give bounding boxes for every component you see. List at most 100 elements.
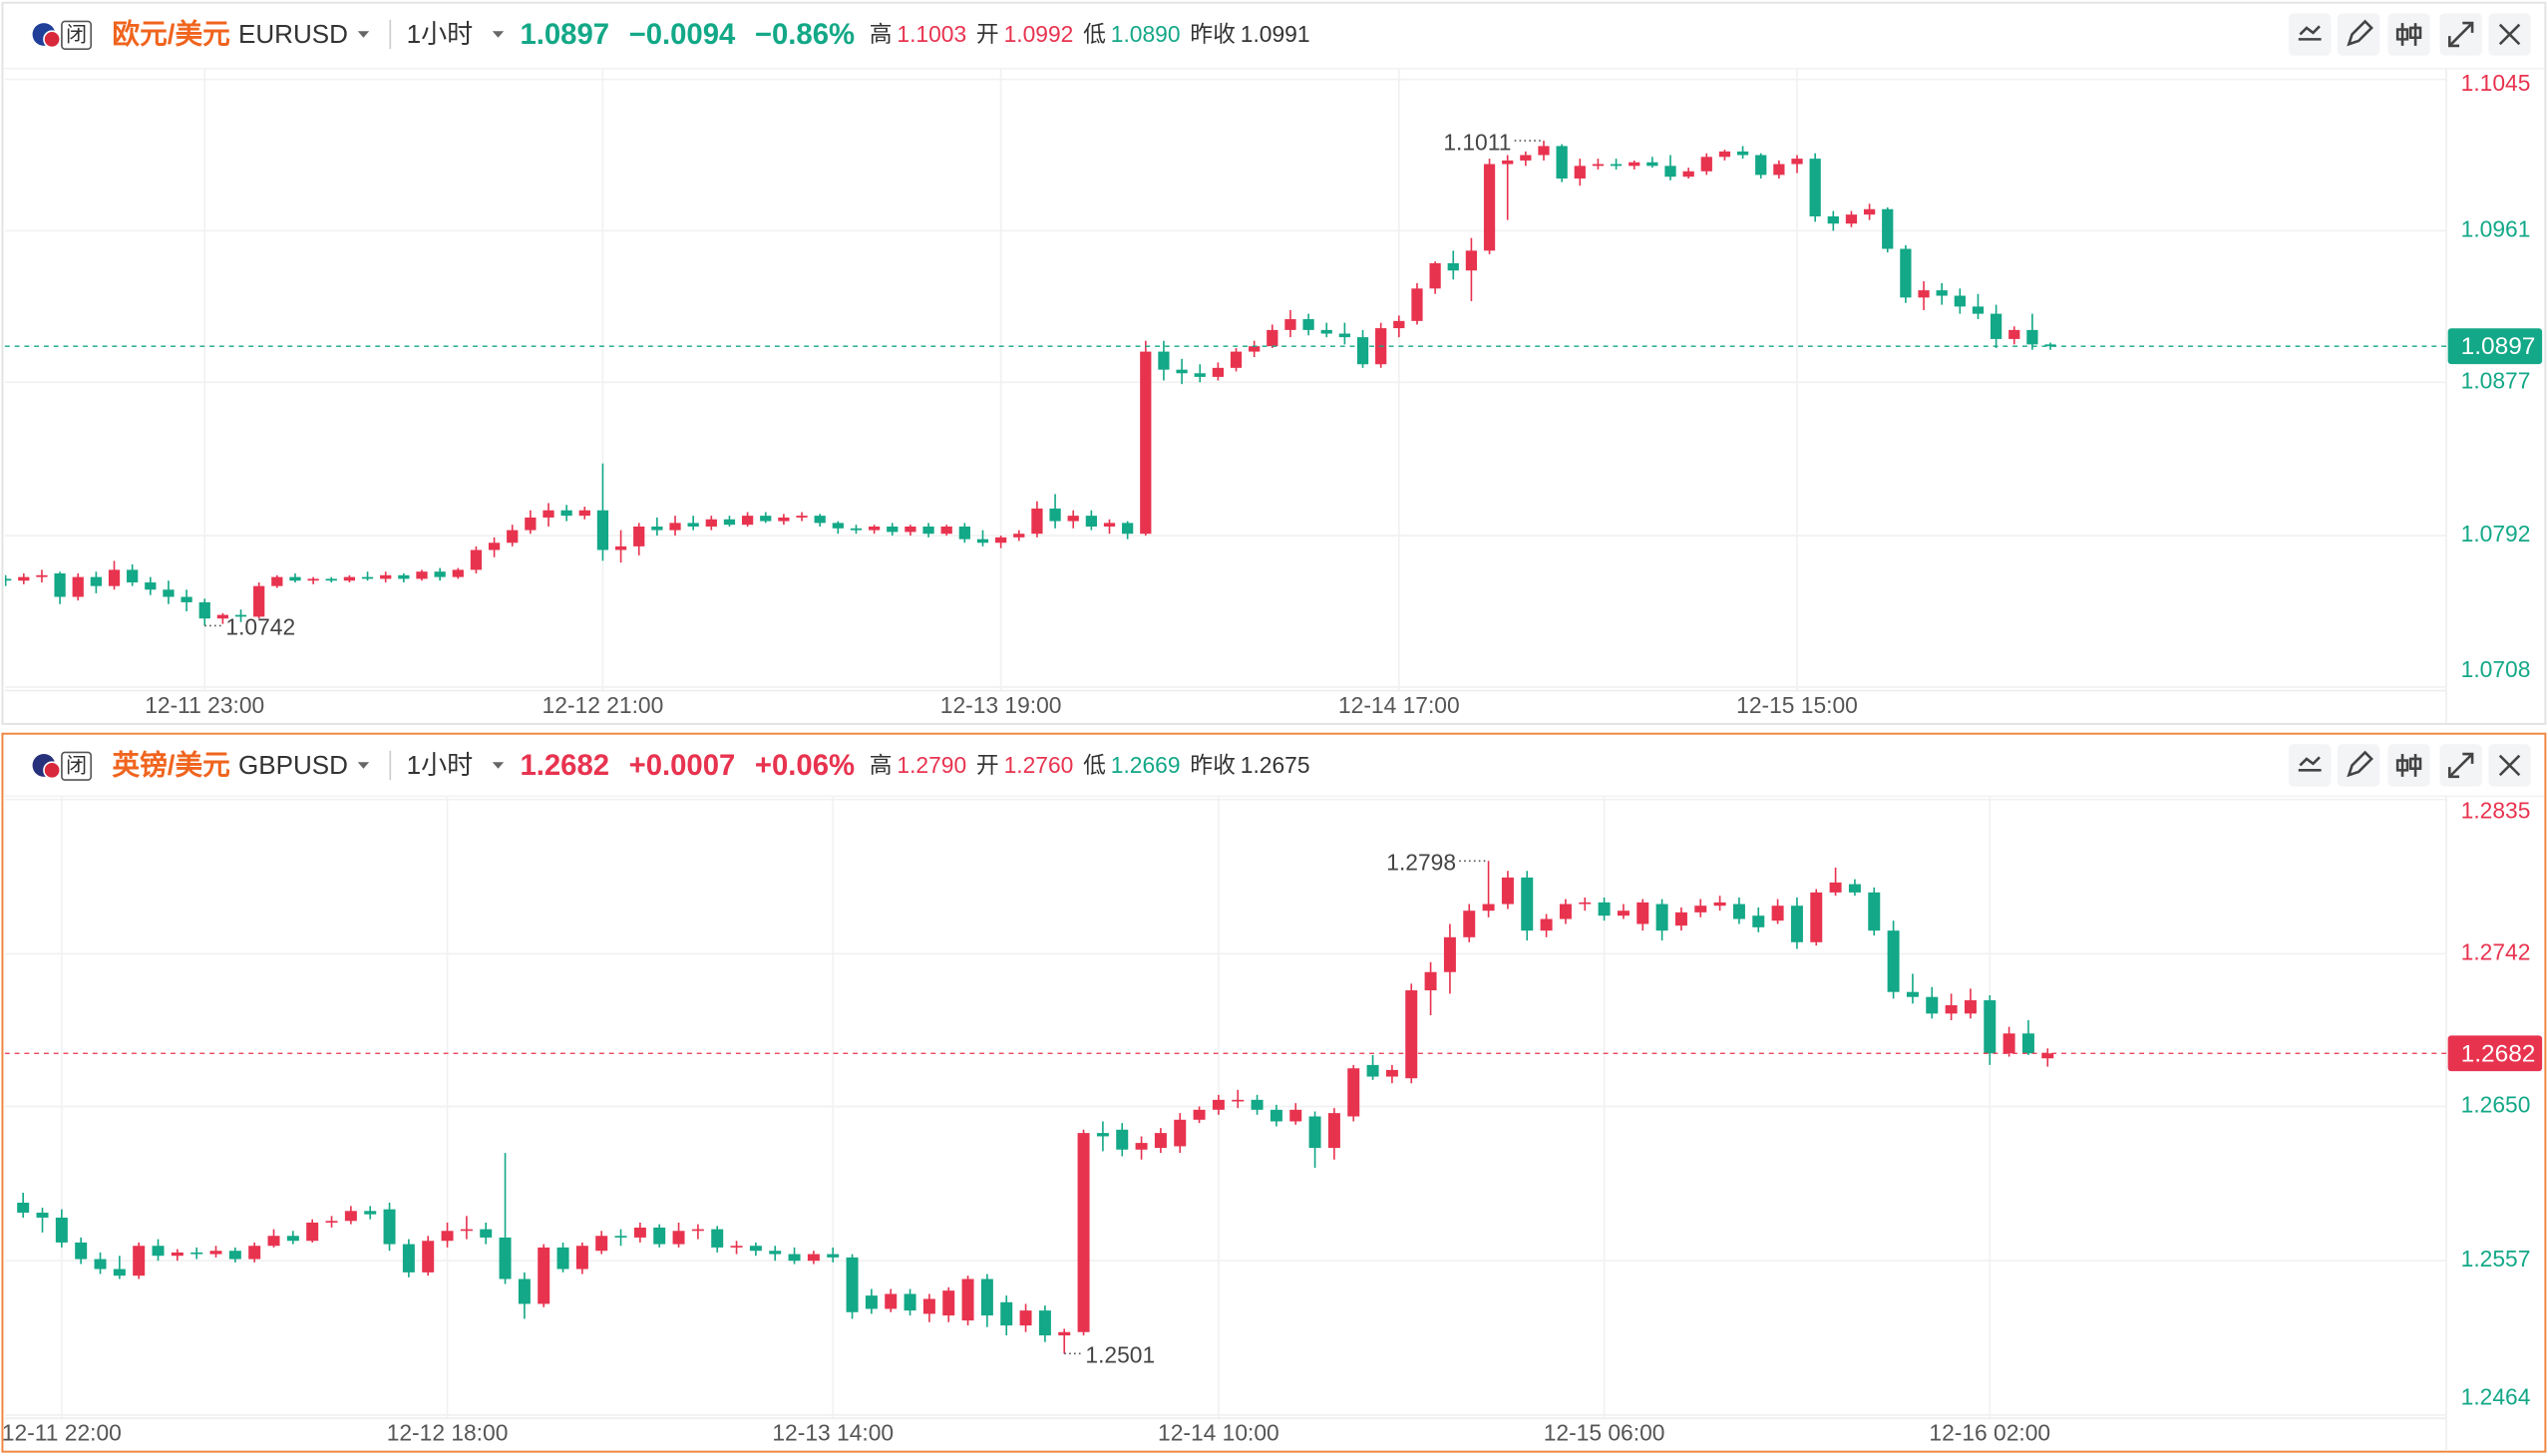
candle-body bbox=[711, 1229, 724, 1248]
toolbar-icon[interactable] bbox=[2347, 750, 2373, 778]
candle-body bbox=[796, 516, 808, 518]
candle-body bbox=[687, 523, 699, 527]
toolbar-button[interactable] bbox=[2387, 13, 2430, 56]
candle-body bbox=[1984, 1000, 1997, 1054]
toolbar-icon[interactable] bbox=[2498, 754, 2521, 777]
candle-body bbox=[976, 539, 989, 544]
toolbar-button[interactable] bbox=[2289, 13, 2332, 56]
candle-body bbox=[1718, 151, 1731, 158]
candle-body bbox=[398, 574, 410, 579]
candle-body bbox=[1154, 1133, 1167, 1149]
candle-body bbox=[1646, 162, 1658, 167]
candle-body bbox=[614, 546, 627, 550]
candle-body bbox=[113, 1269, 126, 1276]
interval[interactable]: 1小时 bbox=[407, 19, 474, 49]
candle-body bbox=[1443, 936, 1456, 972]
candle-body bbox=[1465, 250, 1478, 271]
candle-body bbox=[940, 526, 952, 535]
candle-body bbox=[1954, 295, 1966, 307]
candle-body bbox=[1158, 351, 1170, 370]
candle-body bbox=[633, 1227, 646, 1238]
candle-body bbox=[575, 1246, 588, 1270]
toolbar-button[interactable] bbox=[2387, 744, 2430, 787]
toolbar-button[interactable] bbox=[2337, 13, 2380, 56]
candle-body bbox=[228, 1251, 241, 1260]
candle-body bbox=[383, 1209, 396, 1245]
stat-value: 1.0991 bbox=[1241, 21, 1310, 47]
x-tick-label: 12-11 23:00 bbox=[145, 692, 264, 718]
candle-body bbox=[1945, 1005, 1958, 1014]
candle-body bbox=[672, 1231, 685, 1245]
candle-body bbox=[1990, 313, 2002, 339]
candle-body bbox=[778, 517, 790, 522]
stat-name: 低 bbox=[1083, 752, 1106, 778]
toolbar-icon[interactable] bbox=[2395, 23, 2422, 46]
interval-dropdown[interactable] bbox=[492, 762, 505, 769]
toolbar-icon[interactable] bbox=[2395, 754, 2422, 777]
candle-body bbox=[36, 1212, 49, 1218]
candle-body bbox=[633, 526, 645, 546]
stat-name: 开 bbox=[976, 21, 999, 47]
candle-body bbox=[1463, 910, 1476, 937]
symbol-dropdown[interactable] bbox=[357, 762, 370, 769]
candle-body bbox=[1116, 1129, 1129, 1150]
stat-name: 低 bbox=[1083, 21, 1106, 47]
candle-body bbox=[307, 578, 319, 581]
y-tick-label: 1.0792 bbox=[2461, 521, 2531, 546]
candle-body bbox=[980, 1278, 993, 1316]
interval[interactable]: 1小时 bbox=[407, 750, 474, 780]
candle-body bbox=[1019, 1310, 1032, 1326]
candle-body bbox=[1637, 902, 1649, 924]
candle-body bbox=[18, 576, 30, 581]
stat-value: 1.2760 bbox=[1004, 752, 1074, 778]
toolbar-icon[interactable] bbox=[2298, 756, 2322, 772]
toolbar-button[interactable] bbox=[2337, 744, 2380, 787]
toolbar-icon[interactable] bbox=[2347, 19, 2373, 47]
flag-icon-overlay bbox=[43, 761, 62, 780]
candle-body bbox=[922, 1298, 935, 1314]
x-tick-label: 12-14 17:00 bbox=[1338, 692, 1460, 718]
candle-body bbox=[705, 519, 717, 527]
symbol-dropdown[interactable] bbox=[357, 31, 370, 38]
min-label: 1.2501 bbox=[1085, 1342, 1155, 1368]
interval-dropdown[interactable] bbox=[492, 31, 505, 38]
toolbar-icon[interactable] bbox=[2298, 25, 2322, 41]
candle-body bbox=[1096, 1133, 1109, 1137]
candle-body bbox=[1483, 164, 1496, 251]
toolbar-button[interactable] bbox=[2289, 744, 2332, 787]
candle-body bbox=[253, 585, 265, 617]
candle-body bbox=[887, 526, 899, 533]
candle-body bbox=[1845, 214, 1858, 224]
candle-body bbox=[1356, 337, 1369, 365]
x-tick-label: 12-13 19:00 bbox=[940, 692, 1062, 718]
candle-body bbox=[691, 1229, 704, 1232]
candle-body bbox=[1694, 906, 1707, 912]
toolbar-icon[interactable] bbox=[2447, 752, 2474, 779]
candle-body bbox=[1270, 1109, 1282, 1122]
candle-body bbox=[1863, 208, 1876, 215]
candle-body bbox=[850, 528, 863, 531]
candle-body bbox=[1773, 164, 1785, 176]
candle-body bbox=[181, 596, 192, 602]
toolbar-icon[interactable] bbox=[2498, 23, 2521, 46]
candle-body bbox=[958, 526, 970, 540]
candle-body bbox=[55, 1217, 68, 1243]
candle-body bbox=[480, 1229, 493, 1238]
candle-body bbox=[1610, 164, 1623, 167]
candle-body bbox=[807, 1254, 820, 1262]
candle-body bbox=[741, 516, 754, 526]
candle-body bbox=[1700, 157, 1712, 172]
instrument-symbol[interactable]: GBPUSD bbox=[238, 750, 348, 780]
candle-body bbox=[434, 571, 446, 577]
candle-body bbox=[1193, 1109, 1206, 1120]
candle-body bbox=[1067, 516, 1079, 522]
candle-body bbox=[942, 1290, 955, 1316]
candle-body bbox=[1122, 523, 1134, 535]
y-tick-label: 1.2650 bbox=[2461, 1092, 2531, 1118]
candle-body bbox=[248, 1246, 261, 1260]
instrument-symbol[interactable]: EURUSD bbox=[238, 19, 348, 49]
candle-body bbox=[1790, 906, 1803, 942]
candle-body bbox=[1308, 1116, 1321, 1149]
toolbar-icon[interactable] bbox=[2447, 21, 2474, 48]
